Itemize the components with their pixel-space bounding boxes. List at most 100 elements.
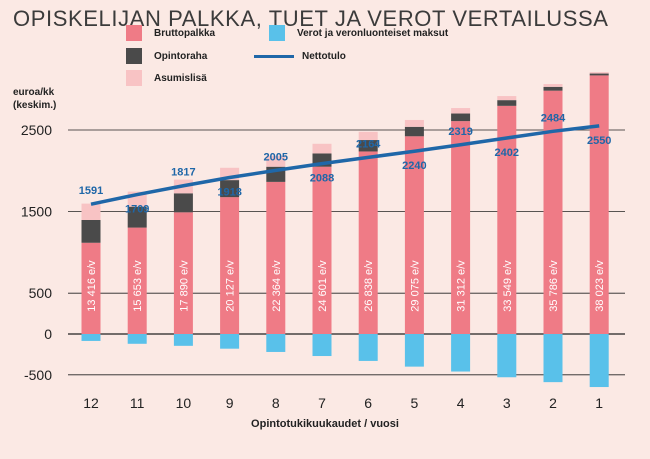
- y-tick-label: -500: [24, 367, 52, 383]
- bar-bruttopalkka: [451, 121, 471, 335]
- line-data-label: 2164: [356, 138, 381, 150]
- bar-asumislisa: [266, 155, 286, 167]
- bar-asumislisa: [404, 119, 424, 127]
- bar-bruttopalkka: [589, 75, 609, 334]
- bar-bruttopalkka: [220, 197, 240, 334]
- bar-bruttopalkka: [173, 212, 193, 334]
- chart-title: OPISKELIJAN PALKKA, TUET JA VEROT VERTAI…: [13, 6, 609, 31]
- bar-data-label: 26 838 e/v: [363, 260, 375, 312]
- legend-item-asumislisa: Asumislisä: [126, 70, 207, 86]
- x-tick-label: 12: [83, 395, 99, 411]
- bar-asumislisa: [543, 84, 563, 87]
- legend-swatch-asumislisa: [126, 70, 142, 86]
- x-tick-label: 3: [503, 395, 511, 411]
- legend-label-asumislisa: Asumislisä: [154, 72, 207, 84]
- line-data-label: 2484: [541, 112, 566, 124]
- bar-verot: [266, 334, 286, 352]
- line-nettotulo: [90, 124, 600, 206]
- bar-opintoraha: [127, 206, 147, 228]
- bar-verot: [358, 334, 378, 361]
- bar-bruttopalkka: [404, 136, 424, 334]
- legend-label-verot: Verot ja veronluonteiset maksut: [297, 27, 449, 39]
- bar-bruttopalkka: [81, 242, 101, 334]
- bar-opintoraha: [451, 113, 471, 122]
- bar-data-label: 24 601 e/v: [317, 260, 329, 312]
- legend-swatch-nettotulo: [254, 54, 294, 58]
- bar-asumislisa: [589, 72, 609, 74]
- y-axis-label: euroa/kk (keskim.): [13, 87, 57, 111]
- line-data-label: 2005: [264, 151, 288, 163]
- legend-swatch-verot: [269, 25, 285, 41]
- line-data-label: 2319: [448, 126, 472, 138]
- bar-asumislisa: [312, 143, 332, 154]
- y-tick-label: 2500: [21, 122, 52, 138]
- legend-label-bruttopalkka: Bruttopalkka: [154, 27, 216, 39]
- line-data-label: 2550: [587, 135, 611, 147]
- bar-bruttopalkka: [358, 151, 378, 334]
- bar-verot: [589, 334, 609, 388]
- bar-data-label: 15 653 e/v: [132, 260, 144, 312]
- bar-verot: [543, 334, 563, 383]
- bar-data-label: 38 023 e/v: [594, 260, 606, 312]
- bar-asumislisa: [358, 131, 378, 141]
- x-tick-label: 7: [318, 395, 326, 411]
- line-data-label: 1709: [125, 204, 149, 216]
- bar-data-label: 35 786 e/v: [548, 260, 560, 312]
- bar-data-label: 29 075 e/v: [409, 260, 421, 312]
- bar-asumislisa: [81, 203, 101, 221]
- line-data-label: 1817: [171, 167, 195, 179]
- bar-bruttopalkka: [543, 90, 563, 335]
- bar-bruttopalkka: [312, 166, 332, 334]
- bar-bruttopalkka: [127, 227, 147, 334]
- bar-opintoraha: [173, 193, 193, 213]
- bar-verot: [451, 334, 471, 372]
- bar-data-label: 20 127 e/v: [225, 260, 237, 312]
- x-tick-label: 10: [176, 395, 192, 411]
- legend-item-nettotulo: Nettotulo: [254, 48, 346, 64]
- y-tick-label: 0: [44, 326, 52, 342]
- bar-verot: [312, 334, 332, 357]
- bar-data-label: 13 416 e/v: [86, 260, 98, 312]
- y-tick-label: 1500: [21, 204, 52, 220]
- x-tick-label: 6: [364, 395, 372, 411]
- bar-opintoraha: [543, 86, 563, 91]
- bar-asumislisa: [497, 96, 517, 101]
- line-data-label: 1918: [217, 186, 241, 198]
- bar-verot: [127, 334, 147, 344]
- bar-bruttopalkka: [266, 181, 286, 334]
- bar-data-label: 17 890 e/v: [178, 260, 190, 312]
- bar-opintoraha: [220, 180, 240, 198]
- x-tick-label: 1: [595, 395, 603, 411]
- legend-swatch-bruttopalkka: [126, 25, 142, 41]
- bar-asumislisa: [451, 108, 471, 114]
- bar-bruttopalkka: [497, 105, 517, 334]
- bar-data-label: 22 364 e/v: [271, 260, 283, 312]
- bar-verot: [404, 334, 424, 367]
- line-data-label: 2240: [402, 160, 426, 172]
- x-tick-label: 5: [411, 395, 419, 411]
- bar-opintoraha: [404, 126, 424, 137]
- bar-verot: [173, 334, 193, 346]
- legend-item-opintoraha: Opintoraha: [126, 48, 207, 64]
- legend-swatch-opintoraha: [126, 48, 142, 64]
- bar-opintoraha: [81, 220, 101, 243]
- line-data-label: 2402: [495, 147, 519, 159]
- bar-opintoraha: [589, 73, 609, 76]
- x-tick-label: 2: [549, 395, 557, 411]
- legend-label-opintoraha: Opintoraha: [154, 50, 208, 62]
- line-data-label: 1591: [79, 185, 103, 197]
- bar-data-label: 33 549 e/v: [502, 260, 514, 312]
- x-tick-label: 4: [457, 395, 465, 411]
- x-tick-label: 11: [130, 395, 145, 411]
- legend-label-nettotulo: Nettotulo: [302, 50, 346, 62]
- bar-data-label: 31 312 e/v: [456, 260, 468, 312]
- x-axis-label: Opintotukikuukaudet / vuosi: [251, 418, 399, 430]
- bar-verot: [220, 334, 240, 349]
- x-tick-label: 8: [272, 395, 280, 411]
- y-tick-label: 500: [29, 285, 53, 301]
- legend-item-verot: Verot ja veronluonteiset maksut: [269, 25, 448, 41]
- bar-verot: [497, 334, 517, 378]
- x-tick-label: 9: [226, 395, 234, 411]
- line-data-label: 2088: [310, 173, 334, 185]
